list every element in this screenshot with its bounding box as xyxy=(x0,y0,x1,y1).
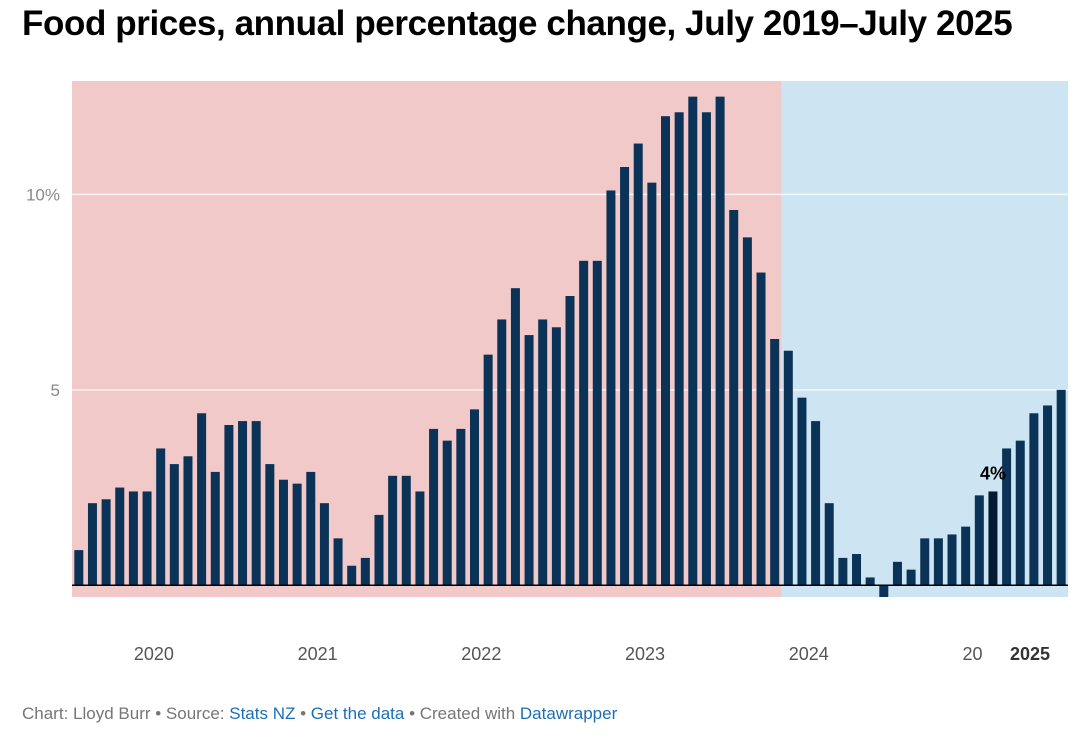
bar xyxy=(415,491,425,586)
bar xyxy=(74,550,84,586)
bar xyxy=(238,421,248,586)
bar xyxy=(1043,405,1053,586)
bar xyxy=(319,503,329,586)
footer-separator: • Created with xyxy=(404,704,520,723)
y-tick-label: 10% xyxy=(26,185,60,204)
bar xyxy=(1029,413,1039,586)
get-data-link[interactable]: Get the data xyxy=(310,704,405,723)
bar xyxy=(865,577,875,586)
bar xyxy=(742,237,752,586)
bar xyxy=(551,327,561,586)
chart-footer: Chart: Lloyd Burr • Source: Stats NZ • G… xyxy=(22,704,617,724)
x-tick-label: 2024 xyxy=(789,644,829,664)
bar xyxy=(483,354,493,586)
bars xyxy=(74,96,1066,597)
bar xyxy=(442,440,452,586)
bar xyxy=(879,585,889,597)
shaded-period-blue xyxy=(781,81,1068,597)
bar xyxy=(156,448,166,586)
footer-chart-prefix: Chart: xyxy=(22,704,74,723)
y-tick-labels: 5 10% xyxy=(26,185,60,399)
annotations: 4% xyxy=(980,463,1006,483)
bar xyxy=(197,413,207,586)
bar xyxy=(933,538,943,586)
bar xyxy=(783,350,793,586)
y-tick-label: 5 xyxy=(51,381,60,400)
x-tick-label: 2022 xyxy=(461,644,501,664)
bar xyxy=(647,182,657,586)
bar xyxy=(538,319,548,586)
x-tick-label: 2023 xyxy=(625,644,665,664)
x-tick-label: 2020 xyxy=(134,644,174,664)
bar xyxy=(128,491,138,586)
bar xyxy=(456,428,466,586)
bar xyxy=(388,475,398,586)
bar xyxy=(892,561,902,586)
bar xyxy=(838,557,848,586)
bar xyxy=(947,534,957,586)
bar xyxy=(101,499,111,586)
bar xyxy=(87,503,97,586)
bar xyxy=(169,464,179,586)
bar xyxy=(510,288,520,586)
annotation-label: 4% xyxy=(980,463,1006,483)
footer-separator: • Source: xyxy=(150,704,230,723)
bar xyxy=(811,421,821,586)
bar xyxy=(701,112,711,586)
chart-title: Food prices, annual percentage change, J… xyxy=(22,4,1013,43)
bar xyxy=(974,495,984,586)
bar xyxy=(142,491,152,586)
bar xyxy=(797,397,807,586)
x-tick-label: 20 xyxy=(962,644,982,664)
bar xyxy=(674,112,684,586)
bar xyxy=(770,339,780,586)
bar xyxy=(715,96,725,586)
bar xyxy=(1015,440,1025,586)
bar xyxy=(729,210,739,586)
bar xyxy=(620,167,630,586)
bar xyxy=(756,272,766,586)
bar xyxy=(961,526,971,586)
bar xyxy=(360,557,370,586)
bar xyxy=(592,260,602,586)
x-tick-label: 2021 xyxy=(298,644,338,664)
bar xyxy=(401,475,411,586)
bar xyxy=(292,483,302,586)
bar xyxy=(251,421,261,586)
bar xyxy=(278,479,288,586)
bar xyxy=(920,538,930,586)
bar xyxy=(224,425,234,586)
bar xyxy=(497,319,507,586)
bar xyxy=(265,464,275,586)
bar xyxy=(524,335,534,586)
bar xyxy=(1002,448,1012,586)
footer-separator: • xyxy=(295,704,311,723)
datawrapper-link[interactable]: Datawrapper xyxy=(519,704,618,723)
bar xyxy=(469,409,479,586)
bar xyxy=(429,428,439,586)
bar xyxy=(579,260,589,586)
bar xyxy=(852,554,862,586)
bar xyxy=(661,116,671,586)
bar xyxy=(115,487,125,586)
bar xyxy=(333,538,343,586)
bar xyxy=(210,471,220,586)
bar xyxy=(374,514,384,586)
bar xyxy=(906,569,916,586)
bar xyxy=(1056,389,1066,586)
bar xyxy=(606,190,616,586)
bar-chart: 5 10% 2020 2021 2022 2023 2024 20 2025 4% xyxy=(26,81,1068,664)
bar xyxy=(688,96,698,586)
bar xyxy=(824,503,834,586)
source-link[interactable]: Stats NZ xyxy=(229,704,296,723)
bar xyxy=(347,565,357,586)
bar xyxy=(565,296,575,586)
footer-author: Lloyd Burr xyxy=(73,704,151,723)
bar xyxy=(183,456,193,586)
bar xyxy=(633,143,643,586)
bar xyxy=(988,491,998,586)
x-tick-labels: 2020 2021 2022 2023 2024 20 2025 xyxy=(134,644,1050,664)
x-tick-label-highlight: 2025 xyxy=(1010,644,1050,664)
bar xyxy=(306,471,316,586)
